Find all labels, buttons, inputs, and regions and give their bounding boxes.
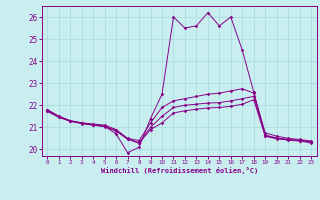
X-axis label: Windchill (Refroidissement éolien,°C): Windchill (Refroidissement éolien,°C) [100, 167, 258, 174]
